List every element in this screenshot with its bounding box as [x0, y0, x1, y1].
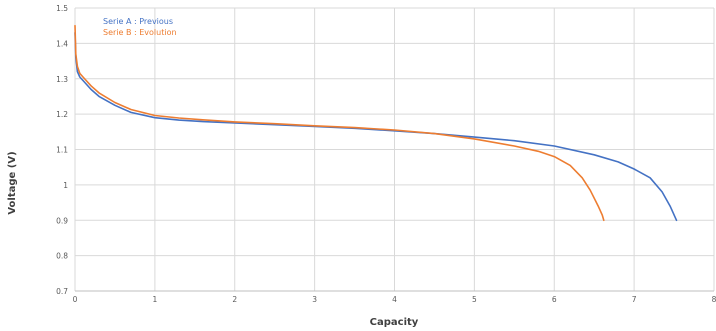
series-group: [74, 24, 678, 222]
y-tick-label: 1.5: [56, 4, 68, 13]
x-tick-label: 1: [152, 295, 157, 304]
series-line-b: [74, 24, 605, 222]
x-tick-label: 0: [73, 295, 78, 304]
x-tick-label: 4: [392, 295, 397, 304]
x-axis-title: Capacity: [370, 317, 419, 328]
grid: [74, 7, 715, 292]
y-tick-label: 0.9: [56, 216, 68, 225]
y-tick-label: 1: [63, 181, 68, 190]
legend-entry-a: Serie A : Previous: [103, 17, 173, 26]
y-tick-label: 0.8: [56, 252, 68, 261]
y-tick-label: 1.4: [56, 39, 68, 48]
x-tick-label: 7: [632, 295, 637, 304]
y-tick-label: 0.7: [56, 287, 68, 296]
y-tick-label: 1.1: [56, 146, 68, 155]
x-tick-label: 6: [552, 295, 557, 304]
x-tick-label: 8: [712, 295, 716, 304]
series-line-a: [74, 31, 678, 222]
x-tick-label: 2: [232, 295, 237, 304]
y-axis-title: Voltage (V): [7, 151, 18, 214]
axes: 0.7 0.8 0.9 1 1.1 1.2 1.3 1.4 1.5 0 1 2 3 4 5 6 7 8: [56, 4, 716, 304]
legend: Serie A : Previous Serie B : Evolution: [103, 17, 177, 37]
legend-entry-b: Serie B : Evolution: [103, 28, 177, 37]
x-tick-label: 3: [312, 295, 317, 304]
y-tick-label: 1.2: [56, 110, 68, 119]
y-tick-label: 1.3: [56, 75, 68, 84]
x-tick-label: 5: [472, 295, 477, 304]
